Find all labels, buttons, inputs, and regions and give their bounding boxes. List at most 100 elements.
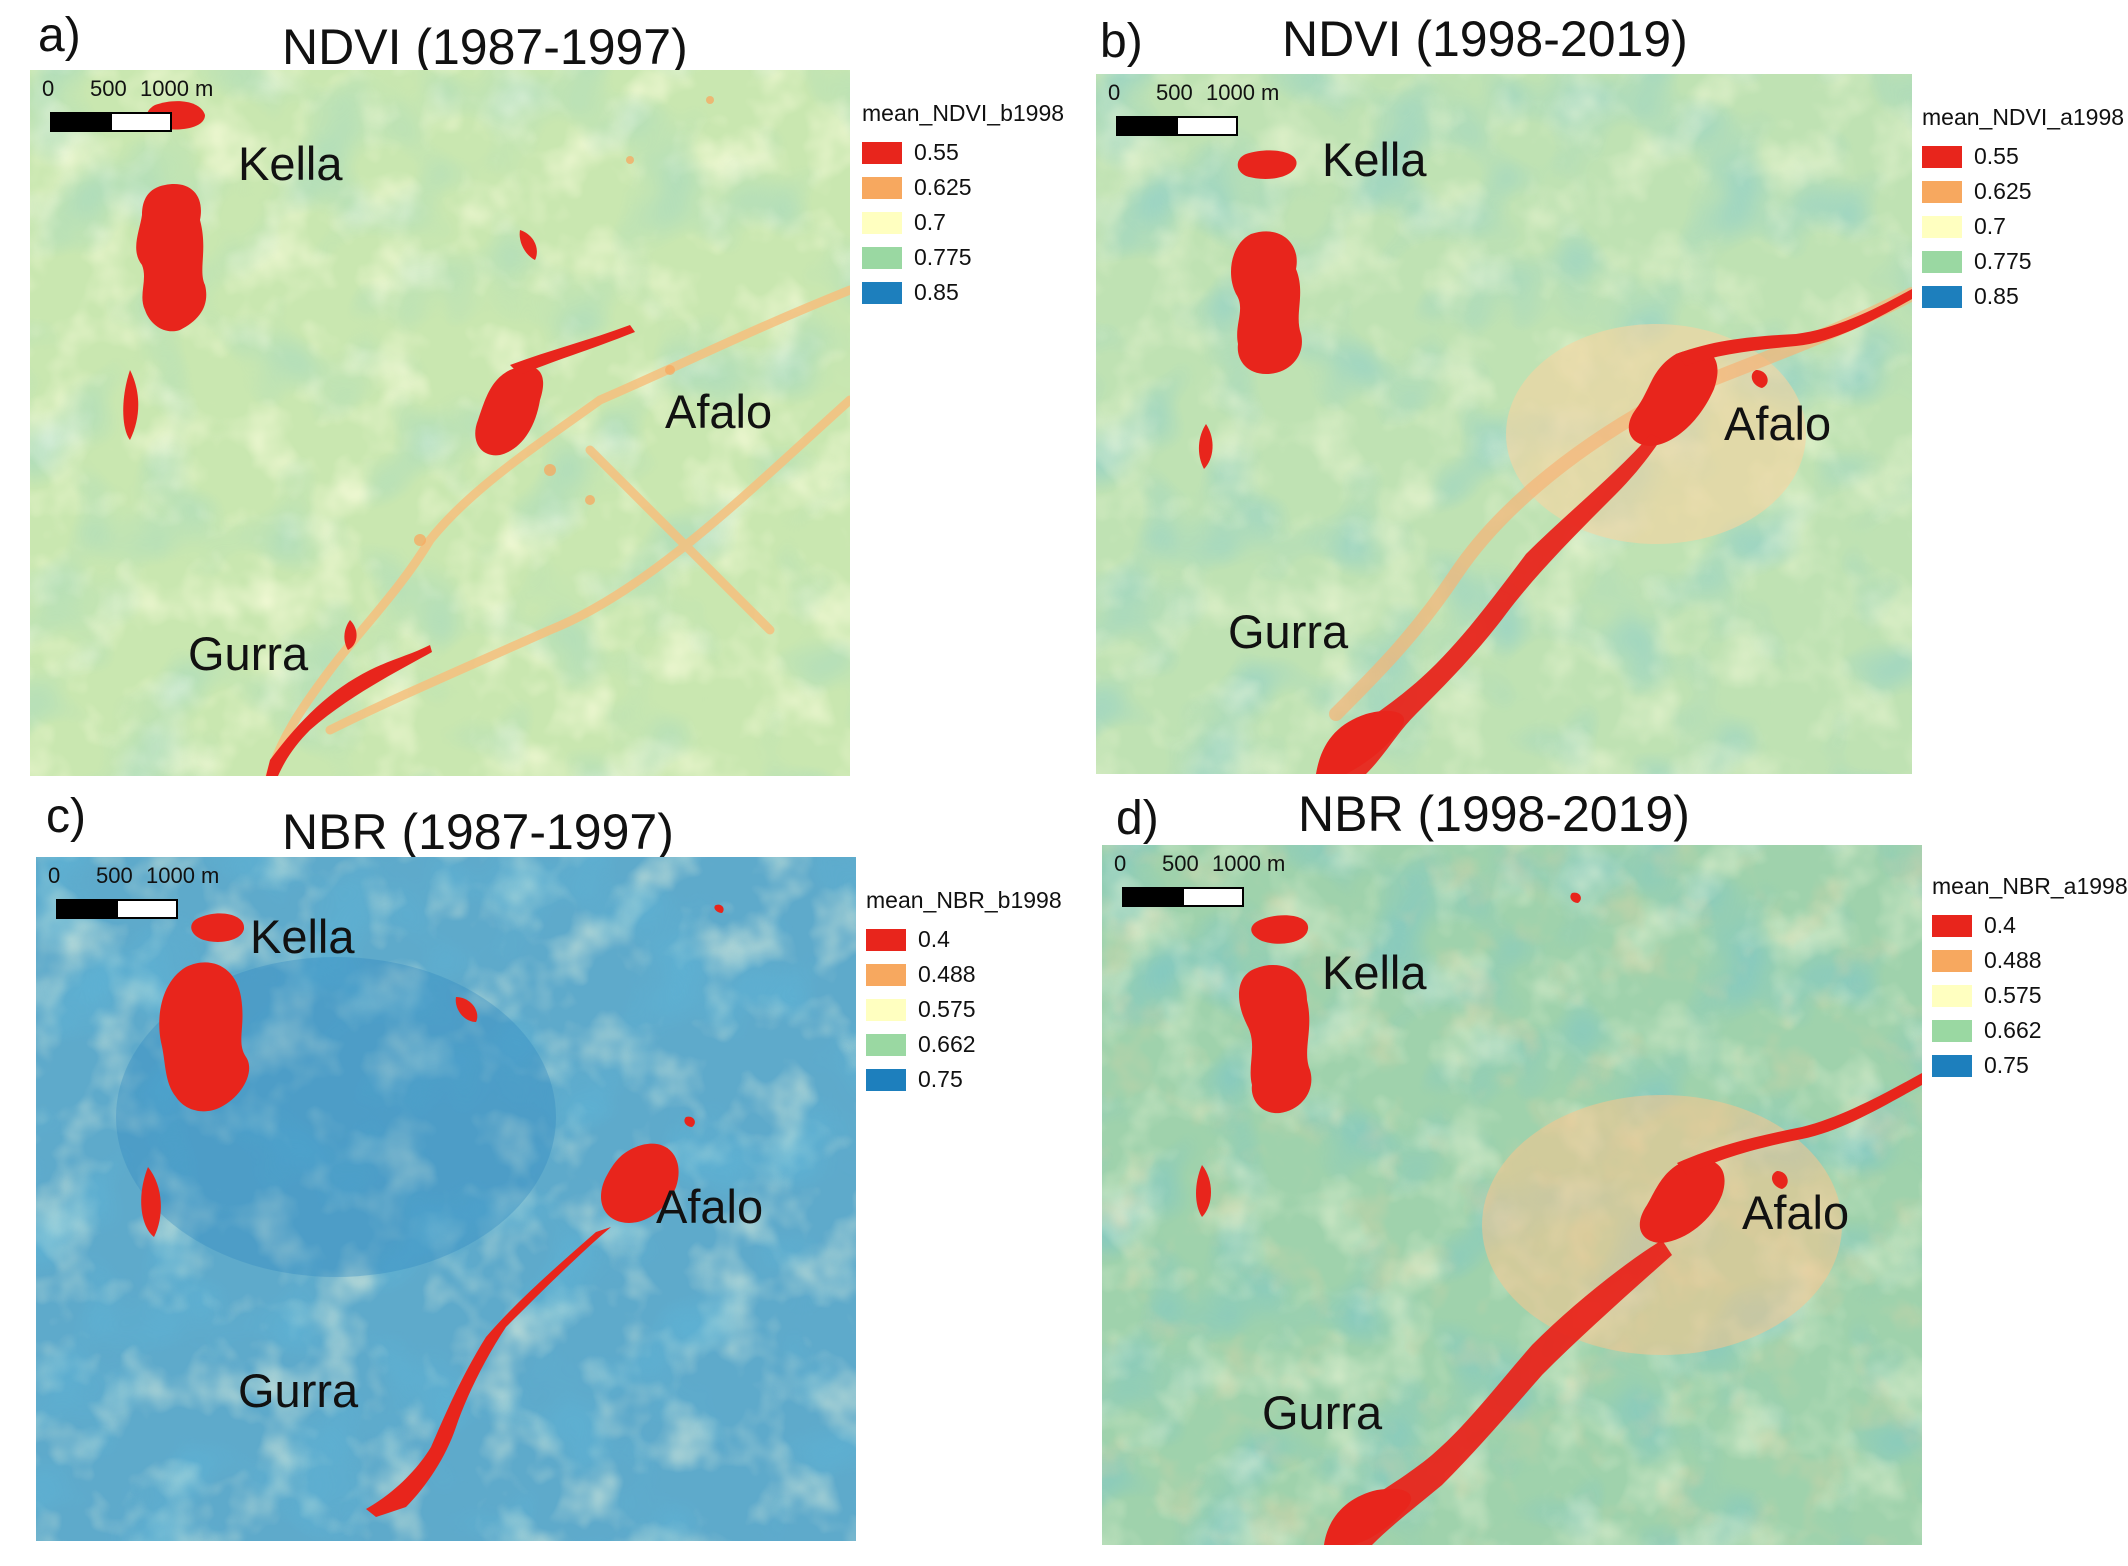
- legend-item: 0.85: [1922, 279, 2124, 314]
- legend-label: 0.7: [914, 209, 946, 235]
- legend-swatch: [866, 928, 906, 951]
- map-nbr-after[interactable]: 0 500 1000 m Kella Afalo Gurra: [1102, 845, 1922, 1545]
- legend-label: 0.662: [1984, 1017, 2042, 1043]
- place-kella: Kella: [1322, 946, 1427, 999]
- panel-title: NDVI (1987-1997): [282, 19, 688, 75]
- scale-label-500: 500: [96, 863, 133, 888]
- legend-label: 0.85: [1974, 283, 2019, 309]
- legend-item: 0.4: [866, 922, 1062, 957]
- legend-item: 0.625: [1922, 174, 2124, 209]
- legend-label: 0.625: [914, 174, 972, 200]
- legend-swatch: [1932, 949, 1972, 972]
- legend-title: mean_NDVI_a1998: [1922, 104, 2125, 130]
- scale-label-0: 0: [1108, 80, 1121, 105]
- legend-swatch: [1922, 180, 1962, 203]
- legend-item: 0.775: [1922, 244, 2124, 279]
- legend-label: 0.4: [918, 926, 950, 952]
- scale-label-1000: 1000 m: [140, 76, 214, 101]
- panel-title: NBR (1998-2019): [1298, 786, 1690, 842]
- legend-swatch: [1932, 1019, 1972, 1042]
- place-gurra: Gurra: [1228, 605, 1349, 658]
- legend-item: 0.662: [1932, 1013, 2128, 1048]
- panel-d: d) NBR (1998-2019) 0 500: [1064, 783, 2128, 1566]
- legend-swatch: [862, 141, 902, 164]
- legend-item: 0.7: [1922, 209, 2124, 244]
- legend-swatch: [1922, 250, 1962, 273]
- legend-swatch: [1932, 914, 1972, 937]
- scale-label-0: 0: [42, 76, 55, 101]
- legend-item: 0.625: [862, 170, 1064, 205]
- legend-swatch: [1922, 145, 1962, 168]
- place-afalo: Afalo: [665, 385, 773, 438]
- legend-label: 0.55: [1974, 143, 2019, 169]
- scale-segment-black: [56, 899, 118, 919]
- scale-label-0: 0: [48, 863, 61, 888]
- legend-item: 0.775: [862, 240, 1064, 275]
- legend-swatch: [866, 963, 906, 986]
- scale-label-1000: 1000 m: [146, 863, 220, 888]
- scale-bar: 0 500 1000 m: [40, 76, 213, 136]
- legend-label: 0.75: [1984, 1052, 2029, 1078]
- scale-label-0: 0: [1114, 851, 1127, 876]
- place-kella: Kella: [238, 137, 343, 190]
- legend-item: 0.85: [862, 275, 1064, 310]
- legend-item: 0.575: [866, 992, 1062, 1027]
- legend: mean_NBR_a1998 0.4 0.488 0.575 0.662 0.7…: [1932, 873, 2128, 1083]
- place-gurra: Gurra: [188, 627, 309, 680]
- legend-label: 0.625: [1974, 178, 2032, 204]
- panel-a: a) NDVI (1987-1997): [0, 0, 1064, 783]
- legend-item: 0.55: [1922, 139, 2124, 174]
- legend-label: 0.488: [1984, 947, 2042, 973]
- map-ndvi-after[interactable]: 0 500 1000 m Kella Afalo Gurra: [1096, 74, 1912, 774]
- legend-label: 0.75: [918, 1066, 963, 1092]
- legend-swatch: [1922, 285, 1962, 308]
- legend-swatch: [1932, 1054, 1972, 1077]
- map-nbr-before[interactable]: 0 500 1000 m Kella Afalo Gurra: [36, 857, 856, 1541]
- legend: mean_NDVI_b1998 0.55 0.625 0.7 0.775 0.8…: [862, 100, 1064, 310]
- panel-c: c) NBR (1987-1997) 0 500 1000 m: [0, 783, 1064, 1566]
- scale-segment-black: [1116, 116, 1178, 136]
- scale-label-500: 500: [1156, 80, 1193, 105]
- legend-item: 0.7: [862, 205, 1064, 240]
- legend: mean_NBR_b1998 0.4 0.488 0.575 0.662 0.7…: [866, 887, 1062, 1097]
- scale-segment-white: [110, 112, 172, 132]
- scale-bar: 0 500 1000 m: [1112, 851, 1285, 911]
- place-kella: Kella: [250, 910, 355, 963]
- legend-swatch: [862, 246, 902, 269]
- legend-label: 0.4: [1984, 912, 2016, 938]
- place-afalo: Afalo: [656, 1180, 764, 1233]
- legend-label: 0.575: [1984, 982, 2042, 1008]
- legend-swatch: [1932, 984, 1972, 1007]
- map-ndvi-before[interactable]: 0 500 1000 m Kella Afalo Gurra: [30, 70, 850, 776]
- legend-label: 0.7: [1974, 213, 2006, 239]
- legend-item: 0.488: [866, 957, 1062, 992]
- scale-label-1000: 1000 m: [1206, 80, 1280, 105]
- legend-swatch: [862, 281, 902, 304]
- panel-letter: c): [46, 790, 86, 843]
- legend-item: 0.662: [866, 1027, 1062, 1062]
- legend: mean_NDVI_a1998 0.55 0.625 0.7 0.775 0.8…: [1922, 104, 2124, 314]
- panel-letter: b): [1100, 15, 1143, 68]
- place-afalo: Afalo: [1742, 1186, 1850, 1239]
- scale-segment-white: [116, 899, 178, 919]
- legend-label: 0.488: [918, 961, 976, 987]
- legend-swatch: [866, 1068, 906, 1091]
- place-afalo: Afalo: [1724, 397, 1832, 450]
- scale-segment-black: [1122, 887, 1184, 907]
- panel-letter: d): [1116, 792, 1159, 845]
- legend-swatch: [862, 176, 902, 199]
- legend-title: mean_NDVI_b1998: [862, 100, 1065, 126]
- panel-b: b) NDVI (1998-2019) 0: [1064, 0, 2128, 783]
- scale-segment-black: [50, 112, 112, 132]
- legend-label: 0.85: [914, 279, 959, 305]
- panel-letter: a): [38, 9, 81, 62]
- scale-bar: 0 500 1000 m: [46, 863, 219, 923]
- panel-title: NBR (1987-1997): [282, 804, 674, 860]
- legend-item: 0.4: [1932, 908, 2128, 943]
- scale-label-1000: 1000 m: [1212, 851, 1286, 876]
- legend-title: mean_NBR_b1998: [866, 887, 1062, 913]
- legend-item: 0.575: [1932, 978, 2128, 1013]
- place-kella: Kella: [1322, 133, 1427, 186]
- legend-title: mean_NBR_a1998: [1932, 873, 2128, 899]
- legend-swatch: [862, 211, 902, 234]
